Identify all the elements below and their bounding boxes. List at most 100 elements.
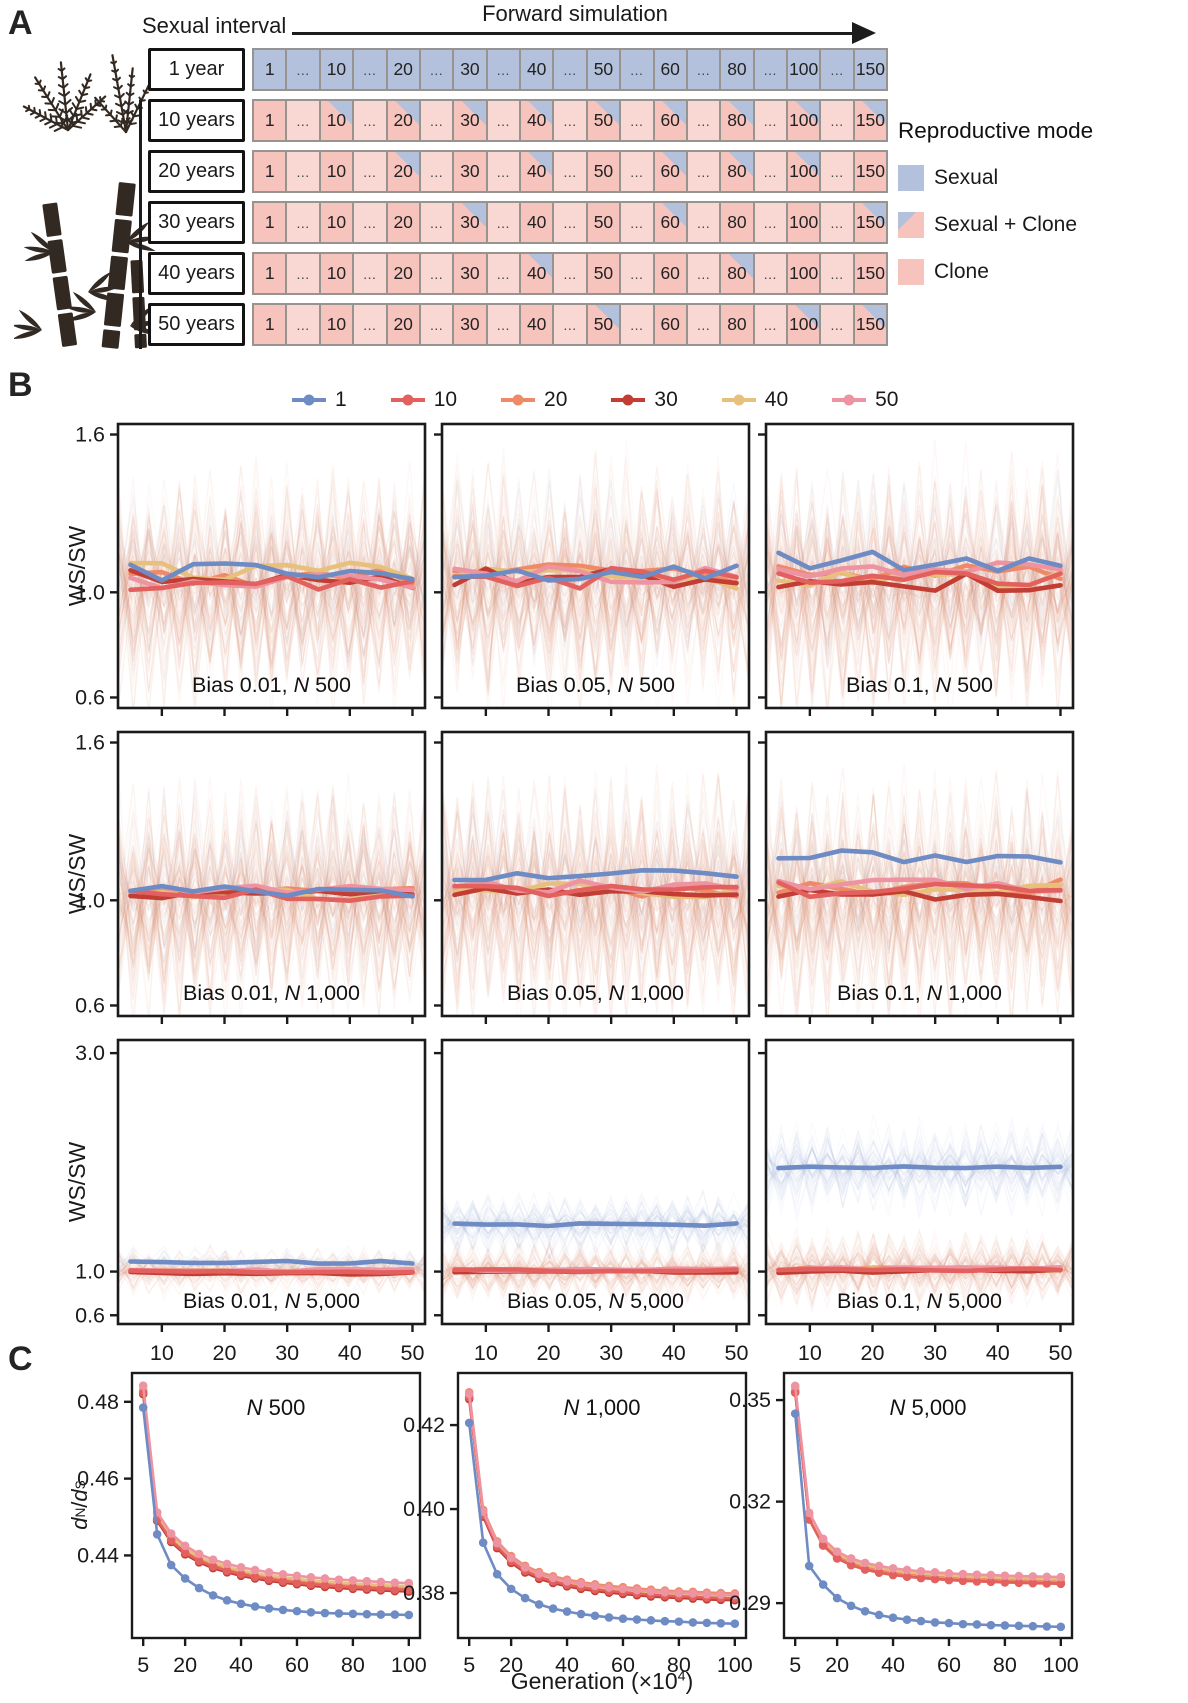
- ws-sw-plot-Bias0.1-1000: Bias 0.1, N 1,000: [758, 730, 1075, 1024]
- generation-cell: 50: [585, 303, 622, 346]
- generation-cell: ...: [352, 252, 388, 295]
- svg-text:Bias 0.1, N 1,000: Bias 0.1, N 1,000: [837, 981, 1002, 1005]
- series-legend-item-50: 50: [830, 388, 898, 412]
- generation-cell: 150: [852, 201, 889, 244]
- generation-cell: 60: [652, 99, 688, 142]
- generation-cell: ...: [619, 201, 655, 244]
- generation-cell: 10: [318, 252, 355, 295]
- generation-cell: ...: [685, 48, 722, 91]
- svg-text:1.0: 1.0: [75, 580, 105, 604]
- generation-cell: ...: [752, 201, 788, 244]
- generation-cell: 40: [519, 252, 555, 295]
- svg-text:20: 20: [173, 1653, 197, 1677]
- generation-cell: 150: [852, 150, 889, 193]
- generation-cell: 20: [385, 252, 421, 295]
- svg-text:0.38: 0.38: [403, 1581, 445, 1605]
- interval-row: 20 years 1... 10... 20... 30... 40... 50... 60.…: [148, 150, 889, 193]
- generation-cell: ...: [819, 99, 855, 142]
- svg-text:80: 80: [667, 1653, 691, 1677]
- generation-cell: 10: [318, 303, 355, 346]
- svg-text:80: 80: [341, 1653, 365, 1677]
- interval-row: 50 years 1... 10... 20... 30... 40... 50... 60.…: [148, 303, 889, 346]
- generation-cell: 80: [719, 201, 755, 244]
- generation-cell: 30: [452, 252, 488, 295]
- generation-cell: 20: [385, 150, 421, 193]
- generation-cell: ...: [752, 99, 788, 142]
- svg-text:0.40: 0.40: [403, 1497, 445, 1521]
- generation-cell: ...: [752, 252, 788, 295]
- generation-cell: 50: [585, 48, 622, 91]
- ws-sw-plot-Bias0.05-5000: 10 20 30 40 50 Bias 0.05, N 5,000: [434, 1038, 751, 1365]
- sexual-swatch-icon: [898, 165, 924, 191]
- generation-cell: ...: [352, 150, 388, 193]
- generation-cell: ...: [485, 303, 521, 346]
- generation-cell: 60: [652, 303, 688, 346]
- generation-cell: ...: [552, 252, 588, 295]
- svg-text:Bias 0.1, N 5,000: Bias 0.1, N 5,000: [837, 1289, 1002, 1313]
- generation-cell: ...: [485, 150, 521, 193]
- interval-group-bracket: [139, 100, 142, 349]
- svg-text:40: 40: [229, 1653, 253, 1677]
- herb-plants-icon: [22, 54, 150, 134]
- generation-cell: ...: [619, 252, 655, 295]
- generation-cell: ...: [752, 150, 788, 193]
- generation-cell: ...: [485, 48, 521, 91]
- series-legend-label: 30: [654, 388, 678, 411]
- generation-cell: ...: [819, 252, 855, 295]
- svg-text:40: 40: [338, 1341, 362, 1365]
- generation-cell: 30: [452, 150, 488, 193]
- generation-cell: 40: [519, 150, 555, 193]
- generation-cell: 1: [252, 252, 288, 295]
- series-legend-label: 1: [335, 388, 347, 411]
- svg-text:0.29: 0.29: [729, 1591, 771, 1615]
- interval-row: 30 years 1... 10... 20... 30... 40... 50... 60.…: [148, 201, 889, 244]
- series-legend-label: 20: [544, 388, 568, 411]
- generation-cell: ...: [352, 99, 388, 142]
- generation-cell: 50: [585, 99, 622, 142]
- forward-simulation-label: Forward simulation: [482, 1, 668, 26]
- svg-text:N 500: N 500: [247, 1395, 306, 1420]
- generation-cell: ...: [685, 303, 722, 346]
- series-marker-icon: [611, 394, 646, 406]
- mixed-swatch-icon: [898, 212, 924, 238]
- generation-cell: ...: [619, 150, 655, 193]
- generation-cell: 1: [252, 99, 288, 142]
- series-legend-label: 50: [875, 388, 899, 411]
- series-marker-icon: [501, 394, 536, 406]
- svg-text:20: 20: [499, 1653, 523, 1677]
- svg-text:80: 80: [993, 1653, 1017, 1677]
- generation-cell: 100: [786, 48, 822, 91]
- generation-cell: ...: [485, 201, 521, 244]
- svg-text:0.32: 0.32: [729, 1490, 771, 1514]
- generation-cell: 60: [652, 150, 688, 193]
- generation-cell: ...: [352, 303, 388, 346]
- interval-label-box: 50 years: [148, 303, 245, 346]
- svg-text:30: 30: [275, 1341, 299, 1365]
- generation-cell: 1: [252, 201, 288, 244]
- generation-cell: 10: [318, 48, 355, 91]
- svg-text:Bias 0.01, N 1,000: Bias 0.01, N 1,000: [183, 981, 360, 1005]
- series-marker-icon: [390, 394, 425, 406]
- generation-cell: ...: [685, 252, 722, 295]
- generation-cell: 100: [786, 150, 822, 193]
- svg-text:30: 30: [599, 1341, 623, 1365]
- series-legend-item-40: 40: [720, 388, 788, 412]
- sexual-interval-label: Sexual interval: [142, 13, 287, 38]
- generation-cell: ...: [685, 150, 722, 193]
- svg-text:Bias 0.05, N 1,000: Bias 0.05, N 1,000: [507, 981, 684, 1005]
- generation-cell: 20: [385, 99, 421, 142]
- generation-cells: 1... 10... 20... 30... 40... 50... 60... 80... 1…: [252, 99, 889, 142]
- dnds-plot-n-500: 0.48 0.46 0.44 5 20 40 60 80 100 N 500: [77, 1371, 427, 1677]
- panel-b-label: B: [8, 366, 33, 404]
- svg-text:100: 100: [717, 1653, 753, 1677]
- svg-text:3.0: 3.0: [75, 1041, 105, 1065]
- generation-cell: ...: [619, 48, 655, 91]
- svg-text:5: 5: [463, 1653, 475, 1677]
- ws-sw-plot-Bias0.01-5000: 3.0 1.0 0.6 10 20 30 40 50 Bias 0.01, N 5,000: [75, 1038, 427, 1365]
- svg-text:60: 60: [611, 1653, 635, 1677]
- generation-cell: ...: [352, 201, 388, 244]
- panel-a-label: A: [8, 4, 33, 42]
- generation-cell: ...: [819, 201, 855, 244]
- svg-text:30: 30: [923, 1341, 947, 1365]
- series-marker-icon: [721, 394, 756, 406]
